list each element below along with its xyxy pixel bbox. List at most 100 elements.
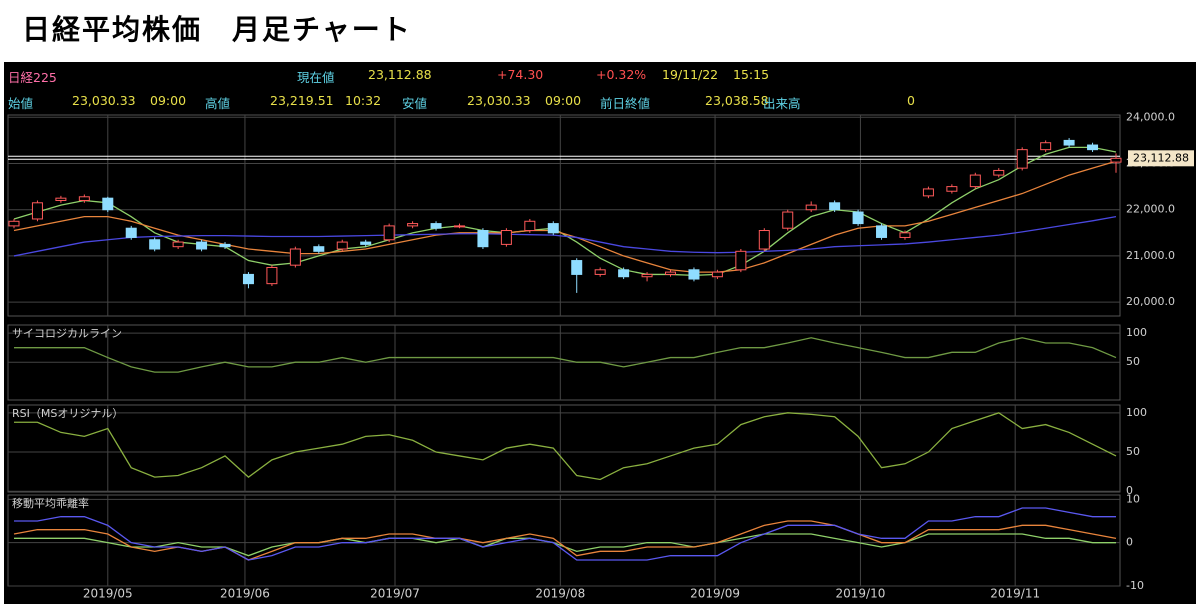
panel-title: サイコロジカルライン xyxy=(12,327,122,340)
candle-body xyxy=(1087,144,1099,151)
panel-frame xyxy=(7,114,1121,317)
candle-body xyxy=(711,271,723,278)
candle-body xyxy=(360,241,372,245)
last-price-box xyxy=(1128,150,1194,167)
candle xyxy=(688,267,700,282)
line-series xyxy=(13,160,1117,273)
candle xyxy=(383,223,395,243)
candle-body xyxy=(876,225,888,238)
candle xyxy=(313,244,325,254)
candle xyxy=(477,228,489,249)
page-title: 日経平均株価 月足チャート xyxy=(22,13,412,46)
x-tick-label: 2019/09 xyxy=(690,587,740,601)
candle-body xyxy=(899,232,911,238)
volume: 0 xyxy=(907,93,915,108)
change-pct: +0.32% xyxy=(596,67,647,82)
y-tick-label: 100 xyxy=(1126,406,1147,419)
high: 23,219.51 xyxy=(270,93,334,108)
candle xyxy=(665,269,677,277)
candle xyxy=(360,239,372,247)
candle xyxy=(242,272,254,289)
candle-body xyxy=(242,273,254,285)
candle xyxy=(500,228,512,247)
open-time: 09:00 xyxy=(150,93,187,108)
price-label: 現在値 xyxy=(297,70,335,85)
candle-body xyxy=(31,202,43,220)
candle xyxy=(1063,138,1075,148)
y-tick-label: 50 xyxy=(1126,355,1140,368)
x-tick-label: 2019/06 xyxy=(220,587,270,601)
candle xyxy=(407,221,419,229)
candle xyxy=(1016,147,1028,171)
y-tick-label: 0 xyxy=(1126,536,1133,549)
candle-body xyxy=(758,230,770,250)
x-tick-label: 2019/08 xyxy=(535,587,585,601)
candle-body xyxy=(149,239,161,250)
line-series xyxy=(14,533,1116,557)
candle xyxy=(524,218,536,233)
y-tick-label: 24,000.0 xyxy=(1126,110,1175,123)
y-tick-label: 100 xyxy=(1126,326,1147,339)
high-time: 10:32 xyxy=(345,93,382,108)
candle xyxy=(805,201,817,213)
candle-body xyxy=(477,230,489,248)
time: 15:15 xyxy=(733,67,770,82)
line-series xyxy=(14,412,1117,481)
candle xyxy=(641,272,653,282)
candle xyxy=(172,239,184,249)
candle xyxy=(899,230,911,240)
candle-body xyxy=(829,202,841,211)
candle-body xyxy=(969,174,981,188)
volume-label: 出来高 xyxy=(763,96,801,111)
candle-body xyxy=(313,246,325,252)
candle-body xyxy=(8,220,20,227)
candle xyxy=(453,223,465,229)
candle xyxy=(594,267,606,277)
candle-body xyxy=(618,269,630,278)
candle-body xyxy=(289,248,301,266)
candle-body xyxy=(383,225,395,241)
candle-body xyxy=(922,188,934,197)
candle xyxy=(735,249,747,273)
line-series xyxy=(13,520,1117,561)
candle-body xyxy=(547,223,559,234)
candle xyxy=(102,196,114,213)
high-label: 高値 xyxy=(205,96,231,111)
candle-body xyxy=(946,186,958,192)
line-series xyxy=(14,507,1116,561)
candle-body xyxy=(641,273,653,278)
low-label: 安値 xyxy=(402,96,428,111)
candle-body xyxy=(993,169,1005,176)
candle-body xyxy=(78,196,90,201)
candle xyxy=(219,242,231,249)
candle-body xyxy=(1016,149,1028,169)
candle xyxy=(289,246,301,268)
low: 23,030.33 xyxy=(467,93,531,108)
candle xyxy=(196,239,208,252)
y-tick-label: 21,000.0 xyxy=(1126,249,1175,262)
candle xyxy=(266,265,278,286)
candle-body xyxy=(102,197,114,211)
candle xyxy=(1040,140,1052,152)
y-tick-label: 10 xyxy=(1126,492,1140,505)
candle-body xyxy=(782,211,794,229)
candle xyxy=(1110,153,1122,173)
candle xyxy=(758,228,770,252)
y-tick-label: -10 xyxy=(1126,579,1144,592)
panel-title: RSI（MSオリジナル） xyxy=(12,407,123,420)
line-series xyxy=(13,216,1117,257)
panel-frame xyxy=(7,494,1121,587)
candle xyxy=(78,194,90,203)
panel-title: 移動平均乖離率 xyxy=(12,496,89,510)
x-tick-label: 2019/07 xyxy=(370,587,420,601)
candle-body xyxy=(594,269,606,275)
y-tick-label: 50 xyxy=(1126,445,1140,458)
candle-body xyxy=(172,241,184,248)
candle-body xyxy=(571,260,583,275)
x-tick-label: 2019/10 xyxy=(836,587,886,601)
candle xyxy=(969,172,981,189)
candle xyxy=(946,184,958,194)
candle-body xyxy=(1110,157,1122,163)
